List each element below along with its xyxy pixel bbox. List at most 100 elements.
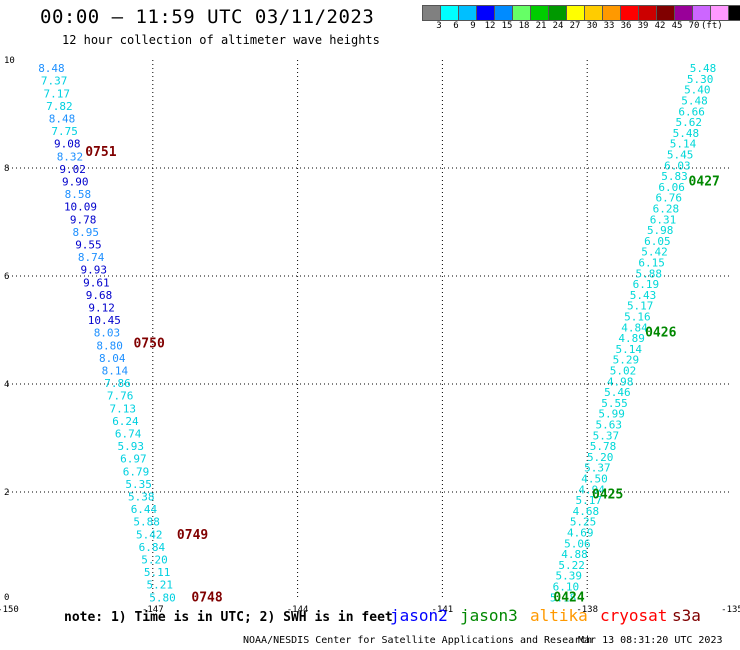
wave-height-value: 4.69 xyxy=(567,527,594,540)
wave-height-value: 5.43 xyxy=(630,289,657,302)
wave-height-value: 4.50 xyxy=(581,473,608,486)
wave-height-value: 5.17 xyxy=(627,300,654,313)
wave-height-value: 5.17 xyxy=(576,494,603,507)
wave-height-value: 10.45 xyxy=(88,314,121,327)
wave-height-value: 5.88 xyxy=(133,516,160,529)
wave-height-value: 6.15 xyxy=(638,257,665,270)
wave-height-value: 9.02 xyxy=(59,163,86,176)
legend-label: 3 xyxy=(436,21,442,31)
wave-height-value: 6.28 xyxy=(653,203,680,216)
wave-height-value: 6.10 xyxy=(553,581,580,594)
legend-label: 9 xyxy=(470,21,476,31)
y-tick-label: 8 xyxy=(4,164,9,174)
chart-title: 00:00 — 11:59 UTC 03/11/2023 xyxy=(40,6,375,28)
legend-label: 21 xyxy=(535,21,547,31)
wave-height-value: 4.89 xyxy=(618,332,645,345)
time-label: 0749 xyxy=(177,528,208,543)
legend-label: 24 xyxy=(552,21,564,31)
time-label: 0750 xyxy=(133,337,164,352)
legend-label: 70 xyxy=(688,21,700,31)
footer-credit: NOAA/NESDIS Center for Satellite Applica… xyxy=(243,635,593,646)
y-tick-label: 6 xyxy=(4,272,9,282)
wave-height-value: 6.97 xyxy=(120,453,147,466)
y-tick-label: 4 xyxy=(4,380,9,390)
wave-height-value: 9.12 xyxy=(88,302,115,315)
wave-height-value: 5.98 xyxy=(647,224,674,237)
legend-s3a: s3a xyxy=(672,606,701,625)
wave-height-value: 6.24 xyxy=(112,415,139,428)
legend-label: 30 xyxy=(586,21,598,31)
wave-height-value: 8.58 xyxy=(65,188,92,201)
wave-height-value: 5.21 xyxy=(147,579,174,592)
legend-label: 33 xyxy=(603,21,615,31)
wave-height-value: 8.95 xyxy=(73,226,100,239)
wave-height-value: 7.17 xyxy=(43,87,70,100)
time-label: 0426 xyxy=(645,326,676,341)
wave-height-value: 6.66 xyxy=(678,105,705,118)
wave-height-value: 8.04 xyxy=(99,352,126,365)
wave-height-value: 5.16 xyxy=(624,311,651,324)
chart-subtitle: 12 hour collection of altimeter wave hei… xyxy=(62,33,380,47)
wave-height-value: 7.76 xyxy=(107,390,134,403)
wave-height-value: 5.93 xyxy=(117,440,144,453)
wave-height-value: 5.99 xyxy=(598,408,625,421)
legend-altika: altika xyxy=(530,606,588,625)
y-tick-label: 10 xyxy=(4,56,15,66)
wave-height-value: 9.61 xyxy=(83,276,110,289)
wave-height-value: 6.74 xyxy=(115,428,142,441)
wave-height-value: 5.39 xyxy=(556,570,583,583)
wave-height-value: 5.14 xyxy=(616,343,643,356)
wave-height-value: 8.32 xyxy=(57,150,84,163)
x-tick-label: -135 xyxy=(721,605,740,615)
wave-height-value: 8.48 xyxy=(38,62,65,75)
legend-label: 45 xyxy=(671,21,683,31)
wave-height-value: 8.03 xyxy=(94,327,121,340)
wave-height-value: 5.48 xyxy=(681,95,708,108)
wave-height-value: 5.42 xyxy=(641,246,668,259)
x-tick-label: -147 xyxy=(142,605,164,615)
legend-label: 42 xyxy=(654,21,666,31)
wave-height-value: 5.37 xyxy=(593,429,620,442)
wave-height-value: 5.48 xyxy=(673,127,700,140)
wave-height-value: 5.20 xyxy=(141,554,168,567)
wave-height-value: 5.63 xyxy=(596,419,623,432)
legend-jason2: jason2 xyxy=(390,606,448,625)
wave-height-value: 7.75 xyxy=(51,125,78,138)
wave-height-value: 4.98 xyxy=(607,375,634,388)
wave-height-value: 7.37 xyxy=(41,75,68,88)
wave-height-value: 5.40 xyxy=(684,84,711,97)
wave-height-value: 6.76 xyxy=(656,192,683,205)
color-scale-legend xyxy=(422,5,740,21)
wave-height-value: 9.90 xyxy=(62,176,89,189)
wave-height-value: 7.86 xyxy=(104,377,131,390)
wave-height-value: 5.55 xyxy=(601,397,628,410)
legend-label: 27 xyxy=(569,21,581,31)
x-tick-label: -138 xyxy=(576,605,598,615)
wave-height-value: 5.30 xyxy=(687,73,714,86)
wave-height-value: 5.18 xyxy=(550,591,577,604)
wave-height-value: 6.44 xyxy=(131,503,158,516)
wave-height-value: 9.78 xyxy=(70,213,97,226)
wave-height-value: 7.82 xyxy=(46,100,73,113)
wave-height-value: 4.94 xyxy=(578,483,605,496)
note-text: note: 1) Time is in UTC; 2) SWH is in fe… xyxy=(64,610,393,625)
wave-height-value: 4.88 xyxy=(561,548,588,561)
legend-label: 39 xyxy=(637,21,649,31)
x-tick-label: -144 xyxy=(287,605,309,615)
wave-height-value: 6.03 xyxy=(664,159,691,172)
time-label: 0424 xyxy=(553,590,584,605)
wave-height-value: 5.38 xyxy=(128,491,155,504)
wave-height-value: 5.46 xyxy=(604,386,631,399)
wave-height-value: 5.78 xyxy=(590,440,617,453)
wave-height-value: 5.25 xyxy=(570,516,597,529)
wave-height-value: 5.06 xyxy=(564,537,591,550)
wave-height-value: 8.14 xyxy=(102,365,129,378)
wave-height-value: 5.88 xyxy=(636,267,663,280)
wave-height-value: 5.83 xyxy=(661,170,688,183)
footer-generated-time: Mar 13 08:31:20 UTC 2023 xyxy=(578,635,723,646)
x-tick-label: -150 xyxy=(0,605,19,615)
time-label: 0427 xyxy=(689,175,720,190)
wave-height-value: 5.11 xyxy=(144,566,171,579)
wave-height-value: 5.45 xyxy=(667,149,694,162)
